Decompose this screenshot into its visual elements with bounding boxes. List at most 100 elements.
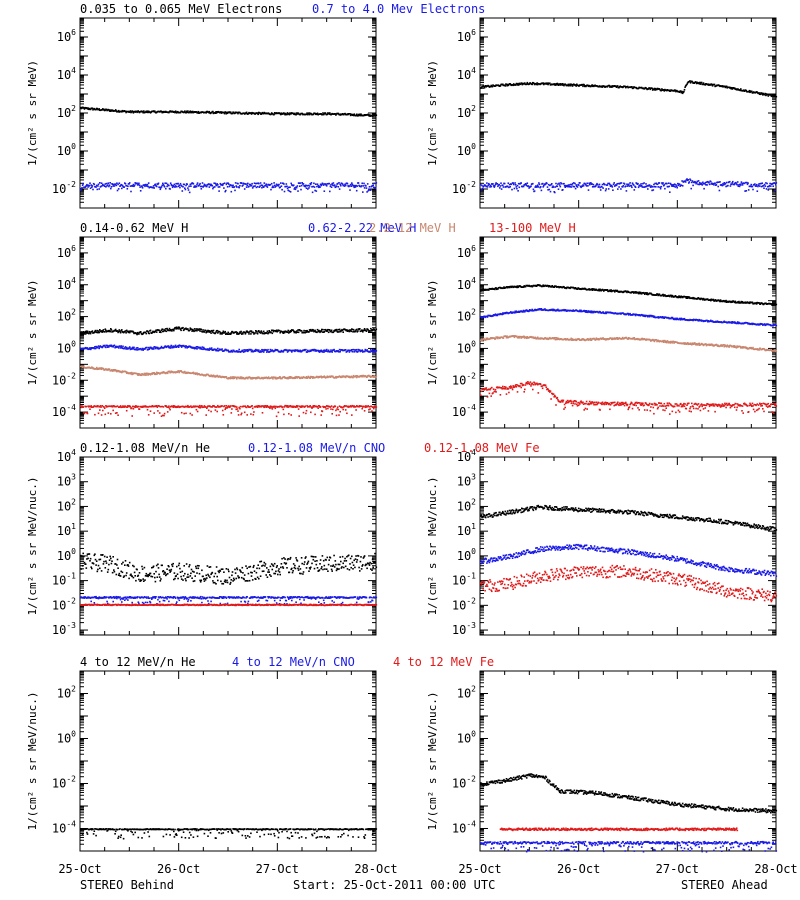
data-point xyxy=(631,182,634,184)
data-point xyxy=(262,349,264,351)
data-point xyxy=(695,182,697,185)
data-point xyxy=(270,406,272,409)
data-point xyxy=(675,184,677,186)
data-point xyxy=(91,186,93,188)
data-point xyxy=(87,107,89,109)
data-point xyxy=(481,184,483,187)
data-point xyxy=(297,329,299,331)
data-point xyxy=(372,113,374,116)
data-point xyxy=(320,330,322,332)
data-point xyxy=(617,188,619,190)
data-point xyxy=(626,185,629,187)
data-point xyxy=(225,189,227,192)
data-point xyxy=(563,182,565,185)
data-point xyxy=(554,191,556,194)
data-point xyxy=(154,110,156,112)
data-point xyxy=(209,347,211,350)
data-point xyxy=(115,369,118,372)
data-point xyxy=(325,376,328,379)
data-point xyxy=(242,376,245,379)
data-point xyxy=(259,182,262,184)
data-point xyxy=(289,376,292,378)
data-point xyxy=(601,183,604,186)
data-point xyxy=(656,183,659,186)
data-point xyxy=(179,182,182,185)
data-point xyxy=(747,91,750,93)
data-point xyxy=(593,85,595,88)
data-point xyxy=(119,406,121,408)
data-point xyxy=(172,328,174,331)
data-point xyxy=(178,184,181,187)
data-point xyxy=(637,182,639,185)
data-point xyxy=(103,406,105,408)
data-point xyxy=(683,88,686,91)
data-point xyxy=(135,405,137,407)
data-point xyxy=(579,182,581,184)
data-point xyxy=(565,287,568,290)
data-point xyxy=(243,350,246,353)
data-point xyxy=(763,93,766,96)
data-point xyxy=(97,405,99,407)
data-point xyxy=(686,178,688,180)
data-point xyxy=(305,331,308,333)
data-point xyxy=(114,346,116,349)
data-point xyxy=(271,376,274,379)
data-point xyxy=(266,186,269,188)
data-point xyxy=(282,351,285,353)
data-point xyxy=(634,186,637,188)
data-point xyxy=(147,406,149,408)
data-point xyxy=(370,405,373,408)
data-point xyxy=(118,329,121,331)
data-point xyxy=(153,412,155,414)
data-point xyxy=(227,331,229,334)
data-point xyxy=(214,332,217,335)
data-point xyxy=(221,405,223,407)
data-point xyxy=(227,349,229,352)
data-point xyxy=(598,183,601,186)
data-point xyxy=(194,186,196,188)
data-point xyxy=(148,332,151,335)
data-point xyxy=(263,182,266,184)
data-point xyxy=(278,329,281,332)
data-point xyxy=(307,113,309,116)
data-point xyxy=(624,85,626,88)
data-point xyxy=(283,190,286,193)
data-point xyxy=(502,83,504,86)
data-point xyxy=(305,113,308,115)
data-point xyxy=(663,184,666,186)
data-point xyxy=(231,112,234,115)
data-point xyxy=(504,85,507,87)
data-point xyxy=(360,113,362,115)
data-point xyxy=(642,182,644,185)
data-point xyxy=(351,113,353,116)
data-point xyxy=(239,405,242,408)
data-point xyxy=(360,405,363,407)
data-point xyxy=(681,92,684,95)
data-point xyxy=(280,350,282,353)
data-point xyxy=(112,185,114,187)
data-point xyxy=(581,185,584,188)
data-point xyxy=(628,183,630,186)
data-point xyxy=(337,328,340,331)
data-point xyxy=(547,189,549,191)
data-point xyxy=(105,182,108,185)
data-point xyxy=(261,331,263,334)
data-point xyxy=(236,186,238,188)
data-point xyxy=(92,188,94,191)
data-point xyxy=(251,407,254,410)
data-point xyxy=(156,373,159,375)
data-point xyxy=(152,185,155,187)
data-point xyxy=(191,110,194,113)
data-point xyxy=(137,405,140,408)
data-point xyxy=(110,186,113,188)
data-point xyxy=(329,112,331,114)
data-point xyxy=(295,406,297,408)
data-point xyxy=(288,332,290,334)
data-point xyxy=(546,182,548,185)
data-point xyxy=(569,186,571,188)
data-point xyxy=(136,333,138,336)
data-point xyxy=(97,368,100,370)
data-point xyxy=(138,184,141,186)
data-point xyxy=(210,348,212,351)
data-point xyxy=(140,374,143,377)
